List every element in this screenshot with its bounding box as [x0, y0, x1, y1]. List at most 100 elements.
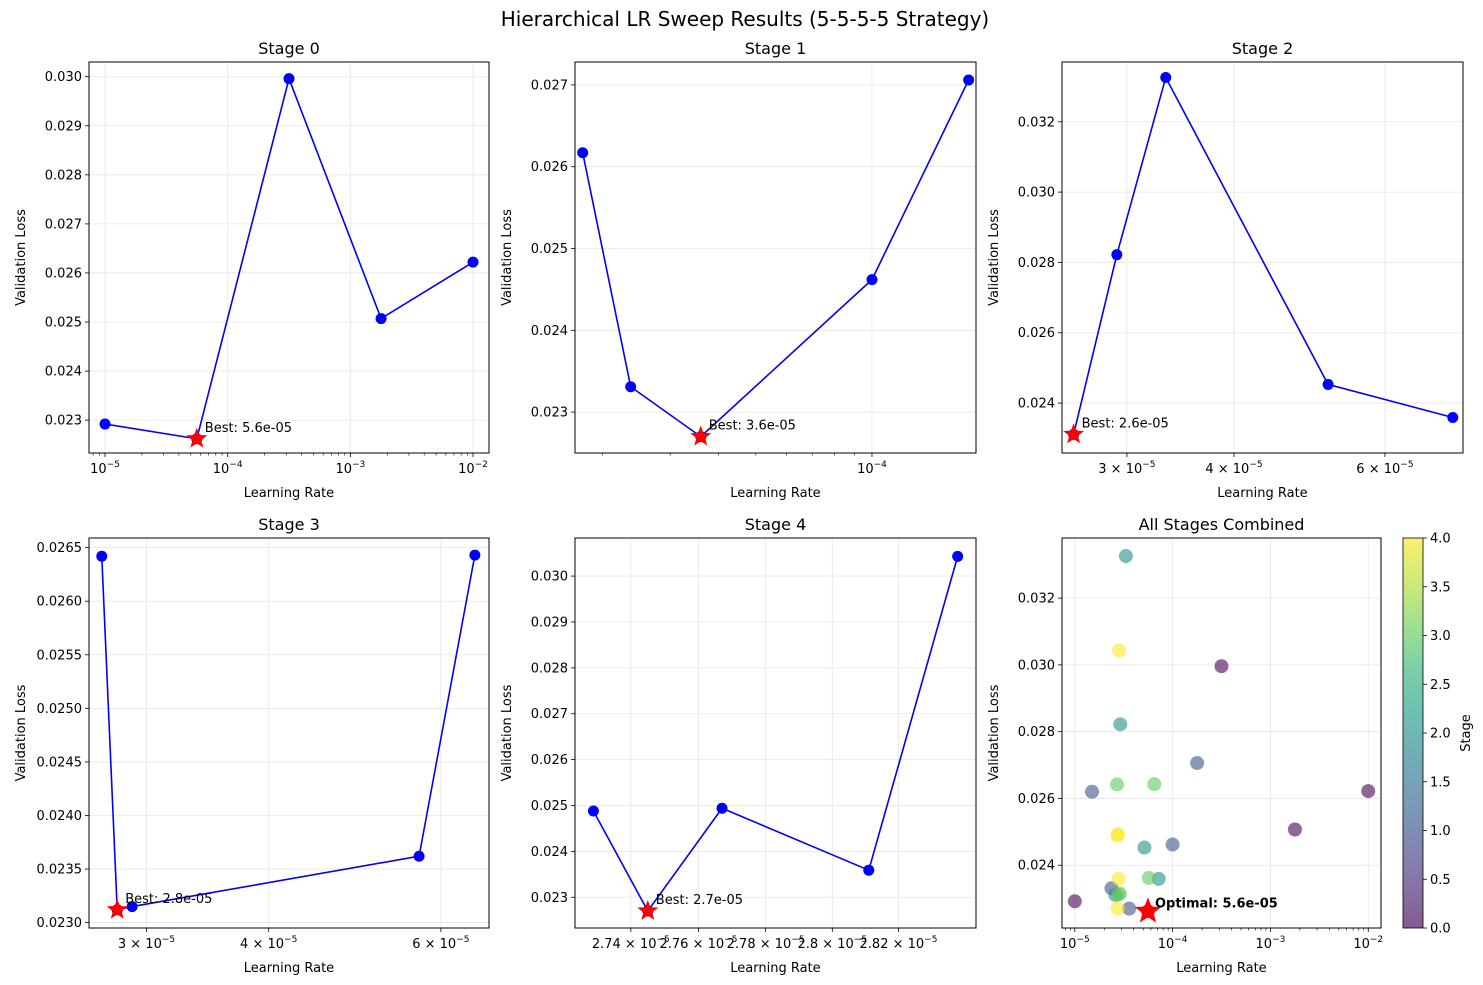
colorbar-tick-label: 1.0	[1430, 824, 1451, 839]
axes-frame	[574, 61, 977, 454]
y-tick-label: 0.030	[1018, 186, 1055, 201]
x-tick-label: 2.76 × 10−5	[660, 935, 738, 952]
data-point	[1447, 411, 1459, 423]
data-point	[625, 381, 637, 393]
best-annotation: Best: 2.7e-05	[656, 893, 743, 908]
y-tick-label: 0.026	[531, 160, 568, 175]
data-point	[283, 73, 295, 85]
y-tick-label: 0.024	[531, 324, 568, 339]
y-tick-label: 0.0245	[37, 755, 83, 770]
y-tick-label: 0.0255	[37, 648, 83, 663]
y-tick-label: 0.0240	[37, 809, 83, 824]
best-annotation: Best: 2.8e-05	[125, 892, 212, 907]
axes-frame	[1061, 61, 1464, 454]
y-tick-label: 0.0230	[37, 916, 83, 931]
y-tick-label: 0.024	[1018, 397, 1055, 412]
colorbar-tick-label: 0.5	[1430, 873, 1451, 888]
panel-4: 0.023 0.024 0.025 0.026 0.027 0.028 0.029 0.030…	[500, 515, 977, 976]
x-tick-label: 2.74 × 10−5	[592, 935, 670, 952]
best-annotation: Best: 2.6e-05	[1082, 416, 1169, 431]
panel-5: 0.024 0.026 0.028 0.030 0.032 10−5 10−4 10−3 10−…	[987, 515, 1383, 976]
panel-0: 0.023 0.024 0.025 0.026 0.027 0.028 0.029 0.030…	[14, 39, 490, 501]
scatter-point	[1109, 777, 1124, 792]
y-tick-label: 0.026	[1018, 326, 1055, 341]
colorbar-tick-label: 2.0	[1430, 727, 1451, 742]
y-tick-label: 0.025	[531, 242, 568, 257]
x-tick-label: 3 × 10−5	[1098, 460, 1155, 477]
panel-title: Stage 2	[1232, 39, 1294, 58]
x-tick-label: 6 × 10−5	[1356, 460, 1413, 477]
colorbar-tick-label: 3.0	[1430, 629, 1451, 644]
optimal-marker	[1134, 897, 1162, 923]
y-axis-label: Validation Loss	[987, 684, 1002, 781]
colorbar-gradient	[1402, 537, 1424, 929]
y-axis-label: Validation Loss	[500, 209, 515, 306]
x-tick-label: 2.8 × 10−5	[797, 935, 867, 952]
y-tick-label: 0.027	[45, 217, 82, 232]
panel-title: Stage 0	[258, 39, 320, 58]
x-tick-label: 3 × 10−5	[118, 935, 175, 952]
data-point	[99, 418, 111, 430]
data-point	[1111, 249, 1123, 261]
x-tick-label: 2.82 × 10−5	[860, 935, 938, 952]
x-tick-label: 10−4	[213, 460, 243, 477]
y-axis-label: Validation Loss	[500, 684, 515, 781]
y-tick-label: 0.0235	[37, 863, 83, 878]
best-annotation: Best: 5.6e-05	[205, 421, 292, 436]
y-tick-label: 0.032	[1018, 592, 1055, 607]
y-tick-label: 0.029	[531, 615, 568, 630]
data-point	[863, 864, 875, 876]
y-tick-label: 0.0250	[37, 702, 83, 717]
data-point	[952, 550, 964, 562]
y-tick-label: 0.028	[1018, 725, 1055, 740]
data-point	[587, 805, 599, 817]
y-tick-label: 0.026	[1018, 792, 1055, 807]
y-axis-label: Validation Loss	[14, 209, 29, 306]
x-axis-label: Learning Rate	[1176, 961, 1266, 976]
y-tick-label: 0.032	[1018, 115, 1055, 130]
scatter-point	[1137, 840, 1152, 855]
scatter-point	[1085, 784, 1100, 799]
x-tick-label: 4 × 10−5	[1205, 460, 1262, 477]
x-tick-label: 10−5	[1060, 935, 1090, 952]
scatter-point	[1067, 894, 1082, 909]
data-point	[716, 802, 728, 814]
colorbar-tick-label: 1.5	[1430, 775, 1451, 790]
scatter-point	[1190, 756, 1205, 771]
x-tick-label: 10−3	[1256, 935, 1286, 952]
panel-1: 0.023 0.024 0.025 0.026 0.027 10−4 Best: 3.6e-…	[500, 39, 977, 501]
y-axis-label: Validation Loss	[987, 209, 1002, 306]
x-tick-label: 10−3	[335, 460, 365, 477]
data-point	[866, 274, 878, 286]
x-tick-label: 10−2	[1353, 935, 1383, 952]
y-tick-label: 0.024	[45, 365, 82, 380]
x-tick-label: 10−4	[857, 460, 887, 477]
scatter-point	[1111, 826, 1126, 841]
best-annotation: Best: 3.6e-05	[709, 419, 796, 434]
data-point	[126, 901, 138, 913]
y-tick-label: 0.028	[531, 661, 568, 676]
colorbar-tick-label: 0.0	[1430, 922, 1451, 937]
scatter-point	[1110, 901, 1125, 916]
y-tick-label: 0.0265	[37, 541, 83, 556]
best-marker	[186, 427, 208, 448]
panel-title: All Stages Combined	[1139, 515, 1305, 534]
y-tick-label: 0.024	[1018, 859, 1055, 874]
panel-title: Stage 4	[745, 515, 807, 534]
y-tick-label: 0.028	[45, 168, 82, 183]
x-axis-label: Learning Rate	[244, 486, 334, 501]
data-point	[467, 256, 479, 268]
y-tick-label: 0.0260	[37, 595, 83, 610]
best-marker	[637, 900, 659, 920]
best-marker	[1063, 423, 1085, 444]
data-point	[413, 850, 425, 862]
scatter-point	[1141, 870, 1156, 885]
scatter-point	[1118, 549, 1133, 564]
x-tick-label: 6 × 10−5	[412, 935, 469, 952]
y-tick-label: 0.026	[531, 753, 568, 768]
best-marker	[106, 898, 128, 919]
scatter-point	[1214, 659, 1229, 674]
x-tick-label: 10−5	[90, 460, 120, 477]
y-tick-label: 0.025	[531, 799, 568, 814]
colorbar: 0.0 0.5 1.0 1.5 2.0 2.5 3.0 3.5 4.0 Stage	[1402, 532, 1474, 937]
